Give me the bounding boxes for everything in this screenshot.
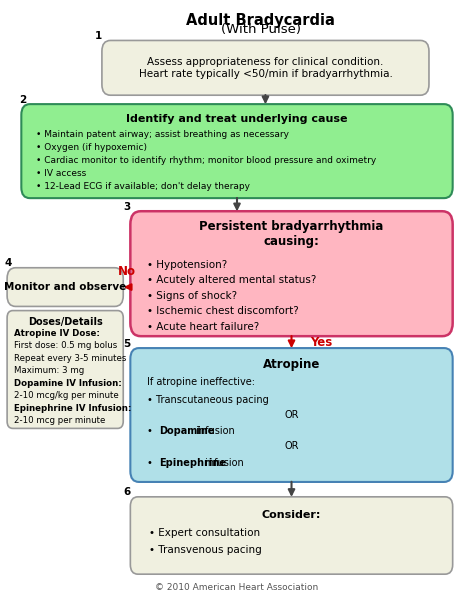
- Text: •: •: [147, 458, 156, 468]
- FancyBboxPatch shape: [102, 40, 429, 95]
- Text: Dopamine IV Infusion:: Dopamine IV Infusion:: [14, 378, 122, 388]
- FancyBboxPatch shape: [130, 348, 453, 482]
- Text: infusion: infusion: [202, 458, 244, 468]
- Text: • Acutely altered mental status?: • Acutely altered mental status?: [147, 275, 316, 285]
- FancyBboxPatch shape: [7, 268, 123, 306]
- Text: Epinephrine IV Infusion:: Epinephrine IV Infusion:: [14, 403, 132, 413]
- Text: Assess appropriateness for clinical condition.
Heart rate typically <50/min if b: Assess appropriateness for clinical cond…: [138, 57, 392, 79]
- Text: Monitor and observe: Monitor and observe: [4, 282, 126, 292]
- Text: (With Pulse): (With Pulse): [221, 23, 301, 36]
- Text: 6: 6: [123, 487, 130, 497]
- Text: Atropine: Atropine: [263, 358, 320, 371]
- Text: 4: 4: [5, 258, 12, 268]
- Text: • Hypotension?: • Hypotension?: [147, 260, 227, 270]
- Text: Adult Bradycardia: Adult Bradycardia: [186, 12, 335, 28]
- Text: Yes: Yes: [310, 336, 333, 349]
- FancyBboxPatch shape: [7, 311, 123, 428]
- Text: • Transcutaneous pacing: • Transcutaneous pacing: [147, 395, 269, 405]
- Text: Persistent bradyarrhythmia
causing:: Persistent bradyarrhythmia causing:: [200, 220, 383, 248]
- Text: • Signs of shock?: • Signs of shock?: [147, 291, 237, 300]
- Text: Consider:: Consider:: [262, 510, 321, 519]
- Text: •: •: [147, 427, 156, 436]
- Text: • Maintain patent airway; assist breathing as necessary: • Maintain patent airway; assist breathi…: [36, 130, 289, 139]
- Text: First dose: 0.5 mg bolus: First dose: 0.5 mg bolus: [14, 341, 118, 350]
- Text: • Cardiac monitor to identify rhythm; monitor blood pressure and oximetry: • Cardiac monitor to identify rhythm; mo…: [36, 156, 376, 165]
- Text: • Expert consultation: • Expert consultation: [149, 528, 260, 537]
- Text: 2-10 mcg per minute: 2-10 mcg per minute: [14, 416, 106, 425]
- Text: • Acute heart failure?: • Acute heart failure?: [147, 322, 259, 331]
- Text: Maximum: 3 mg: Maximum: 3 mg: [14, 366, 84, 375]
- Text: Dopamine: Dopamine: [159, 427, 214, 436]
- Text: Repeat every 3-5 minutes: Repeat every 3-5 minutes: [14, 353, 127, 363]
- Text: 5: 5: [123, 339, 130, 349]
- Text: 1: 1: [95, 31, 102, 41]
- Text: Identify and treat underlying cause: Identify and treat underlying cause: [126, 114, 348, 124]
- Text: infusion: infusion: [193, 427, 235, 436]
- Text: 3: 3: [123, 202, 130, 212]
- FancyBboxPatch shape: [130, 497, 453, 574]
- Text: • Ischemic chest discomfort?: • Ischemic chest discomfort?: [147, 306, 299, 316]
- Text: Epinephrine: Epinephrine: [159, 458, 226, 468]
- Text: Atropine IV Dose:: Atropine IV Dose:: [14, 328, 100, 338]
- Text: • Transvenous pacing: • Transvenous pacing: [149, 546, 262, 555]
- Text: 2: 2: [19, 95, 26, 105]
- Text: OR: OR: [284, 441, 299, 451]
- Text: OR: OR: [284, 410, 299, 419]
- FancyBboxPatch shape: [130, 211, 453, 336]
- Text: If atropine ineffective:: If atropine ineffective:: [147, 377, 255, 387]
- FancyBboxPatch shape: [21, 104, 453, 198]
- Text: • 12-Lead ECG if available; don't delay therapy: • 12-Lead ECG if available; don't delay …: [36, 182, 249, 192]
- Text: Doses/Details: Doses/Details: [28, 317, 102, 327]
- Text: © 2010 American Heart Association: © 2010 American Heart Association: [155, 583, 319, 593]
- Text: • IV access: • IV access: [36, 169, 86, 178]
- Text: • Oxygen (if hypoxemic): • Oxygen (if hypoxemic): [36, 143, 146, 152]
- Text: No: No: [118, 265, 136, 277]
- Text: 2-10 mcg/kg per minute: 2-10 mcg/kg per minute: [14, 391, 119, 400]
